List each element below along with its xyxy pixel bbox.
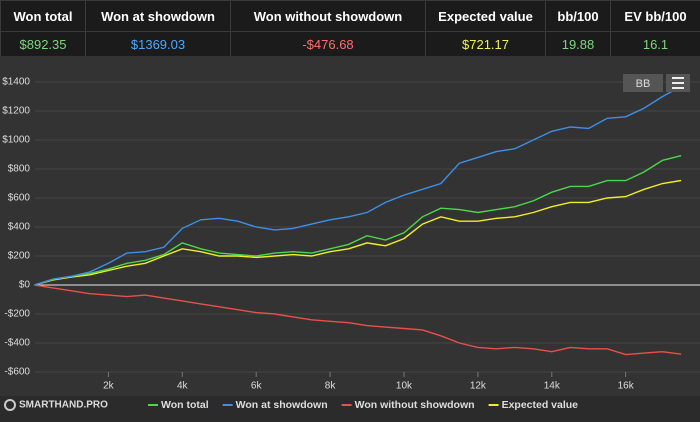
series-line — [34, 85, 682, 286]
y-tick-label: -$600 — [4, 367, 30, 378]
plot-background — [0, 56, 700, 396]
x-tick-label: 16k — [618, 381, 635, 392]
chart: BB SMARTHAND.PRO -$600 -$400 -$200 $0 $200 $4… — [0, 56, 700, 411]
summary-value-cell: 16.1 — [610, 31, 700, 58]
summary-value-cell: $1369.03 — [85, 31, 231, 58]
y-tick-label: -$200 — [4, 309, 30, 320]
summary-header-cell: Expected value — [425, 0, 546, 32]
summary-header-cell: Won without showdown — [230, 0, 426, 32]
y-tick-label: $600 — [8, 193, 31, 204]
x-tick-label: 2k — [103, 381, 115, 392]
menu-icon[interactable] — [672, 77, 684, 89]
summary-table: Won total Won at showdown Won without show… — [0, 0, 700, 58]
y-tick-label: $0 — [19, 280, 31, 291]
y-tick-label: $800 — [8, 164, 31, 175]
summary-header: Won total Won at showdown Won without show… — [0, 0, 700, 32]
x-tick-label: 10k — [396, 381, 413, 392]
unit-button[interactable] — [623, 74, 663, 92]
y-tick-label: $1200 — [2, 106, 30, 117]
x-tick-label: 12k — [470, 381, 487, 392]
summary-header-cell: EV bb/100 — [610, 0, 700, 32]
summary-header-cell: bb/100 — [545, 0, 611, 32]
summary-header-cell: Won total — [0, 0, 86, 32]
legend: Won total Won at showdown Won without show… — [148, 399, 578, 411]
legend-label: Expected value — [502, 399, 579, 411]
y-tick-label: $1000 — [2, 135, 30, 146]
brand: SMARTHAND.PRO — [19, 400, 108, 411]
unit-button-label[interactable]: BB — [636, 78, 651, 90]
y-tick-label: -$400 — [4, 338, 30, 349]
summary-value-cell: $721.17 — [425, 31, 546, 58]
summary-values: $892.35 $1369.03 -$476.68 $721.17 19.88 16.1 — [0, 31, 700, 58]
legend-label: Won at showdown — [236, 399, 328, 411]
x-tick-label: 14k — [544, 381, 561, 392]
legend-label: Won without showdown — [355, 399, 475, 411]
x-tick-label: 6k — [251, 381, 263, 392]
series-line — [34, 284, 682, 356]
legend-label: Won total — [161, 399, 209, 411]
y-tick-label: $1400 — [2, 77, 30, 88]
summary-value-cell: 19.88 — [545, 31, 611, 58]
brand-icon — [4, 399, 16, 411]
series-line — [34, 155, 682, 286]
x-tick-label: 8k — [325, 381, 337, 392]
summary-value-cell: -$476.68 — [230, 31, 426, 58]
y-tick-label: $400 — [8, 222, 31, 233]
y-tick-label: $200 — [8, 251, 31, 262]
series-line — [34, 179, 682, 286]
summary-value-cell: $892.35 — [0, 31, 86, 58]
summary-header-cell: Won at showdown — [85, 0, 231, 32]
x-tick-label: 4k — [177, 381, 189, 392]
